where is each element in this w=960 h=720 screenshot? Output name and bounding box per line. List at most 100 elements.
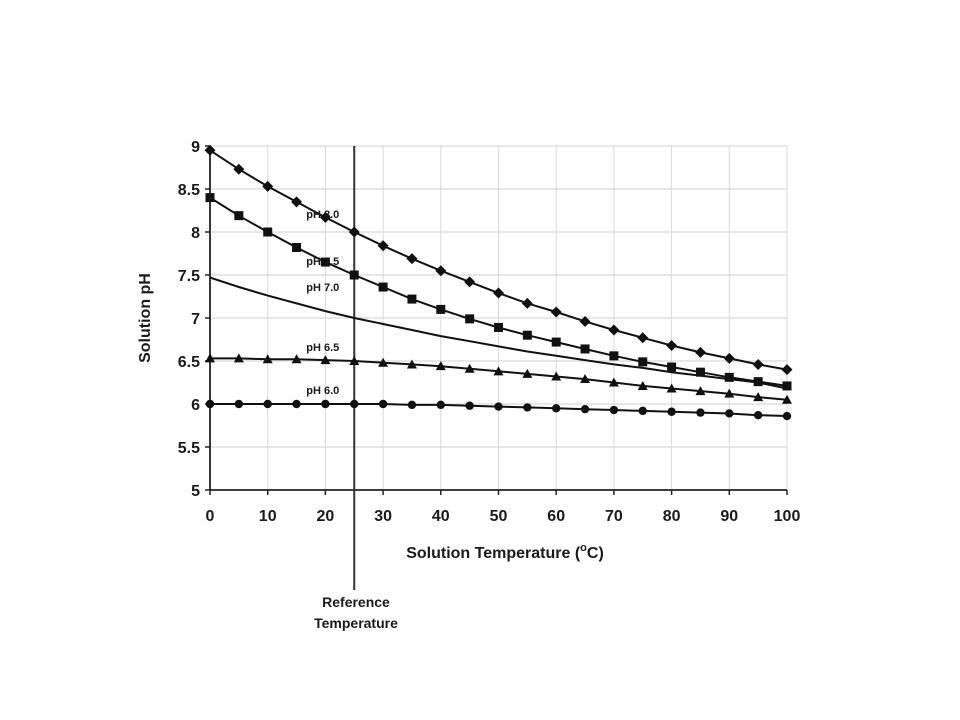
data-point xyxy=(262,354,273,364)
data-point xyxy=(493,287,504,299)
data-point xyxy=(406,359,417,369)
data-point xyxy=(292,399,301,409)
data-point xyxy=(781,364,793,376)
data-point xyxy=(407,400,417,410)
series-label: pH 7.0 xyxy=(306,282,339,294)
series-label: pH 6.5 xyxy=(306,342,339,354)
axes: 55.566.577.588.590 10 20 30 40 50 60 70 80 90 100 xyxy=(178,139,801,590)
data-point xyxy=(522,330,532,340)
data-point xyxy=(494,322,503,332)
y-tick-label: 6 xyxy=(191,397,200,414)
data-point xyxy=(435,265,447,277)
data-point xyxy=(465,314,475,324)
x-tick-label: 60 xyxy=(547,508,565,525)
x-axis-title: Solution Temperature (oC) xyxy=(406,542,604,562)
data-point xyxy=(694,346,706,358)
data-point xyxy=(436,304,446,314)
data-point xyxy=(523,403,532,412)
series-ph-6-5 xyxy=(205,353,792,404)
data-point xyxy=(695,367,705,377)
data-point xyxy=(782,381,792,391)
series-group xyxy=(204,144,793,421)
x-tick-label: 80 xyxy=(663,508,681,525)
data-point xyxy=(234,211,244,221)
x-tick-label: 100 xyxy=(774,508,801,525)
data-point xyxy=(205,399,215,409)
data-point xyxy=(580,344,590,354)
data-point xyxy=(580,404,590,414)
data-point xyxy=(262,180,274,192)
data-point xyxy=(464,276,476,288)
data-point xyxy=(493,366,504,376)
x-tick-label: 10 xyxy=(259,508,277,525)
data-point xyxy=(753,410,763,420)
data-point xyxy=(350,399,359,409)
y-tick-label: 7.5 xyxy=(178,268,200,285)
data-point xyxy=(637,380,648,390)
series-ph-8-0 xyxy=(204,144,793,376)
data-point xyxy=(233,353,244,363)
data-point xyxy=(753,392,764,402)
data-point xyxy=(782,394,792,404)
data-point xyxy=(494,402,503,411)
x-tick-label: 90 xyxy=(720,508,738,525)
data-point xyxy=(696,408,705,417)
data-point xyxy=(349,270,359,280)
x-tick-label: 50 xyxy=(490,508,508,525)
data-point xyxy=(407,294,417,304)
data-point xyxy=(522,368,533,378)
data-point xyxy=(263,227,273,237)
x-tick-label: 20 xyxy=(317,508,335,525)
data-point xyxy=(551,371,562,381)
data-point xyxy=(724,372,734,382)
data-point xyxy=(292,242,302,252)
series-ph-6-0 xyxy=(205,399,792,421)
data-point xyxy=(291,196,303,208)
data-point xyxy=(752,358,764,370)
y-tick-label: 5 xyxy=(191,483,200,500)
data-point xyxy=(637,332,649,344)
data-point xyxy=(321,399,330,409)
data-point xyxy=(521,297,533,309)
y-axis-title: Solution pH xyxy=(137,273,154,363)
data-point xyxy=(609,405,619,415)
data-point xyxy=(435,361,446,371)
y-tick-label: 8.5 xyxy=(178,182,200,199)
reference-label-line2: Temperature xyxy=(314,615,398,631)
data-point xyxy=(723,352,735,364)
data-point xyxy=(378,282,388,292)
data-point xyxy=(349,356,360,365)
data-point xyxy=(550,306,562,318)
data-point xyxy=(234,399,244,409)
data-point xyxy=(406,253,418,265)
data-point xyxy=(551,337,561,347)
data-point xyxy=(638,357,648,367)
data-point xyxy=(291,354,302,364)
data-point xyxy=(205,353,215,363)
data-point xyxy=(320,257,330,267)
series-label: pH 8.0 xyxy=(306,209,339,221)
data-point xyxy=(608,324,620,336)
data-point xyxy=(465,401,474,410)
x-tick-label: 0 xyxy=(206,508,215,525)
data-point xyxy=(233,163,245,175)
data-point xyxy=(348,226,360,238)
y-tick-label: 8 xyxy=(191,225,200,242)
data-point xyxy=(377,240,389,252)
data-point xyxy=(320,355,331,365)
data-point xyxy=(436,400,445,410)
series-line xyxy=(209,276,788,390)
data-point xyxy=(609,351,619,361)
data-point xyxy=(638,406,647,416)
y-tick-label: 6.5 xyxy=(178,354,200,371)
x-tick-label: 40 xyxy=(432,508,450,525)
data-point xyxy=(552,404,561,413)
grid xyxy=(210,145,788,490)
data-point xyxy=(608,377,619,387)
x-tick-label: 70 xyxy=(605,508,623,525)
labels-group: pH 8.0 pH 7.5 pH 7.0 pH 6.5 pH 6.0 xyxy=(306,209,339,397)
data-point xyxy=(378,399,388,409)
data-point xyxy=(464,363,475,373)
data-point xyxy=(667,407,676,416)
